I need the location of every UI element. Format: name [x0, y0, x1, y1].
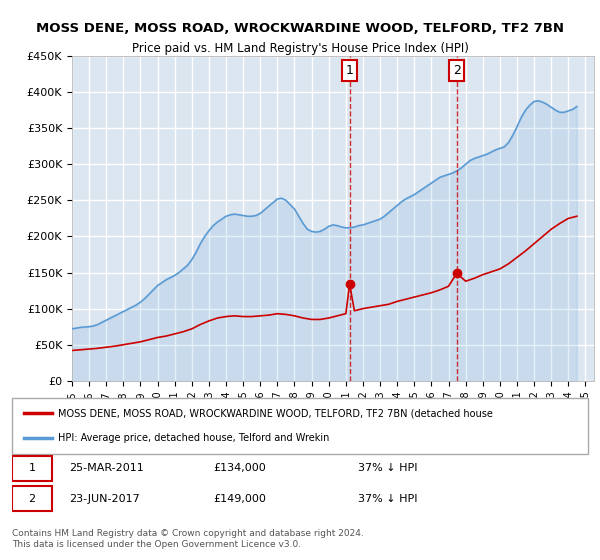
FancyBboxPatch shape — [12, 487, 52, 511]
FancyBboxPatch shape — [12, 398, 588, 454]
Text: 2: 2 — [453, 64, 461, 77]
FancyBboxPatch shape — [12, 456, 52, 480]
Text: 37% ↓ HPI: 37% ↓ HPI — [358, 463, 417, 473]
Text: £149,000: £149,000 — [214, 494, 266, 504]
Text: 37% ↓ HPI: 37% ↓ HPI — [358, 494, 417, 504]
Text: 1: 1 — [29, 463, 35, 473]
Text: 1: 1 — [346, 64, 353, 77]
Text: £134,000: £134,000 — [214, 463, 266, 473]
Text: 2: 2 — [29, 494, 36, 504]
Text: HPI: Average price, detached house, Telford and Wrekin: HPI: Average price, detached house, Telf… — [58, 433, 329, 443]
Text: MOSS DENE, MOSS ROAD, WROCKWARDINE WOOD, TELFORD, TF2 7BN (detached house: MOSS DENE, MOSS ROAD, WROCKWARDINE WOOD,… — [58, 408, 493, 418]
Text: 25-MAR-2011: 25-MAR-2011 — [70, 463, 145, 473]
Text: 23-JUN-2017: 23-JUN-2017 — [70, 494, 140, 504]
Text: Price paid vs. HM Land Registry's House Price Index (HPI): Price paid vs. HM Land Registry's House … — [131, 42, 469, 55]
Text: MOSS DENE, MOSS ROAD, WROCKWARDINE WOOD, TELFORD, TF2 7BN: MOSS DENE, MOSS ROAD, WROCKWARDINE WOOD,… — [36, 22, 564, 35]
Text: Contains HM Land Registry data © Crown copyright and database right 2024.
This d: Contains HM Land Registry data © Crown c… — [12, 529, 364, 549]
